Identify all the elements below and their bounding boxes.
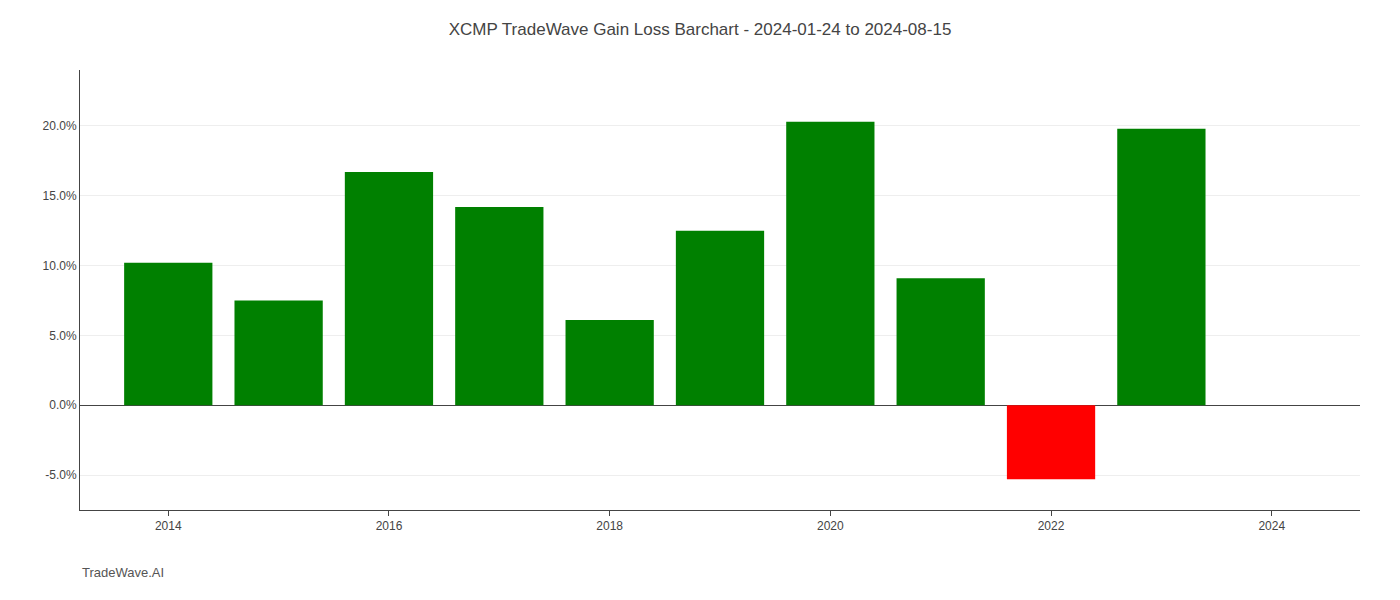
svg-text:-5.0%: -5.0%: [45, 468, 77, 482]
svg-text:2018: 2018: [596, 519, 623, 533]
svg-text:0.0%: 0.0%: [49, 398, 77, 412]
svg-text:15.0%: 15.0%: [43, 189, 77, 203]
svg-text:2014: 2014: [155, 519, 182, 533]
svg-text:5.0%: 5.0%: [49, 329, 77, 343]
svg-text:XCMP TradeWave Gain Loss Barch: XCMP TradeWave Gain Loss Barchart - 2024…: [449, 20, 952, 39]
svg-text:20.0%: 20.0%: [43, 119, 77, 133]
svg-text:2022: 2022: [1038, 519, 1065, 533]
svg-text:2020: 2020: [817, 519, 844, 533]
svg-text:2016: 2016: [376, 519, 403, 533]
svg-text:2024: 2024: [1258, 519, 1285, 533]
svg-text:10.0%: 10.0%: [43, 259, 77, 273]
svg-text:TradeWave.AI: TradeWave.AI: [82, 565, 164, 580]
